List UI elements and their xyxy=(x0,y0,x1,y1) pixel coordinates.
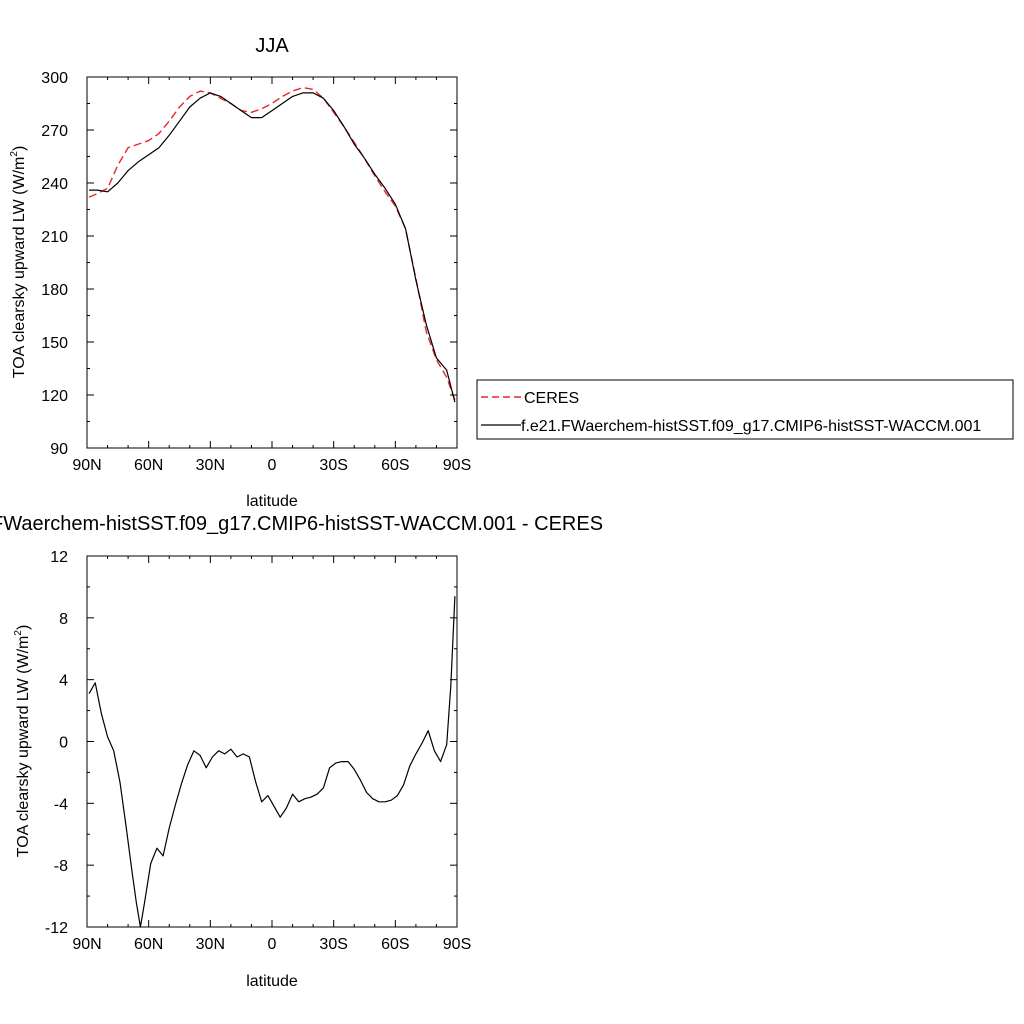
y-tick-label: 150 xyxy=(41,335,68,352)
x-tick-label: 30S xyxy=(319,457,347,474)
x-tick-label: 90N xyxy=(72,936,101,953)
x-tick-label: 0 xyxy=(268,457,277,474)
y-tick-label: 120 xyxy=(41,388,68,405)
x-tick-label: 0 xyxy=(268,936,277,953)
top-panel-frame xyxy=(86,76,458,449)
bottom-panel-series xyxy=(88,596,456,928)
x-tick-label: 30N xyxy=(196,457,225,474)
y-tick-label: -8 xyxy=(54,858,68,875)
top-panel-ticks: 90N 60N 30N 0 30S 60S 90S 90 120 150 180 210 240 270 3… xyxy=(41,70,471,474)
bottom-panel-frame xyxy=(86,555,458,928)
legend-box xyxy=(476,379,1014,440)
bottom-panel-ylabel: TOA clearsky upward LW (W/m2) xyxy=(13,625,32,858)
bottom-panel-xlabel: latitude xyxy=(246,973,298,990)
x-tick-label: 60S xyxy=(381,457,409,474)
x-tick-label: 60N xyxy=(134,936,163,953)
series-line-difference xyxy=(88,596,456,928)
legend-label-model: f.e21.FWaerchem-histSST.f09_g17.CMIP6-hi… xyxy=(521,418,981,435)
y-tick-label: 240 xyxy=(41,176,68,193)
y-tick-label: -12 xyxy=(45,920,68,937)
legend: CERES f.e21.FWaerchem-histSST.f09_g17.CM… xyxy=(476,379,1014,440)
top-panel-title: JJA xyxy=(255,35,289,57)
x-tick-label: 90S xyxy=(443,457,471,474)
y-tick-label: 180 xyxy=(41,282,68,299)
x-tick-label: 60S xyxy=(381,936,409,953)
y-tick-label: 4 xyxy=(59,673,68,690)
y-tick-label: 0 xyxy=(59,735,68,752)
top-panel-xlabel: latitude xyxy=(246,493,298,510)
top-panel-series xyxy=(88,86,456,403)
y-tick-label: 210 xyxy=(41,229,68,246)
bottom-panel-ticks: 90N 60N 30N 0 30S 60S 90S -12 -8 -4 0 4 8 12 xyxy=(45,549,471,953)
series-line-model xyxy=(89,92,456,403)
x-tick-label: 90S xyxy=(443,936,471,953)
x-tick-label: 30N xyxy=(196,936,225,953)
legend-label-ceres: CERES xyxy=(524,390,579,407)
y-tick-label: 12 xyxy=(50,549,68,566)
y-tick-label: 8 xyxy=(59,611,68,628)
y-tick-label: 90 xyxy=(50,441,68,458)
top-panel: JJA 90N 60N 30N 0 30S 60S 90S 90 120 150 180 210 240… xyxy=(9,35,471,510)
y-tick-label: -4 xyxy=(54,796,68,813)
series-line-ceres xyxy=(88,86,456,401)
y-tick-label: 270 xyxy=(41,123,68,140)
x-tick-label: 60N xyxy=(134,457,163,474)
bottom-panel-title: f.e21.FWaerchem-histSST.f09_g17.CMIP6-hi… xyxy=(0,513,603,535)
bottom-panel: f.e21.FWaerchem-histSST.f09_g17.CMIP6-hi… xyxy=(0,513,603,990)
x-tick-label: 90N xyxy=(72,457,101,474)
x-tick-label: 30S xyxy=(319,936,347,953)
y-tick-label: 300 xyxy=(41,70,68,87)
top-panel-ylabel: TOA clearsky upward LW (W/m2) xyxy=(9,146,28,379)
